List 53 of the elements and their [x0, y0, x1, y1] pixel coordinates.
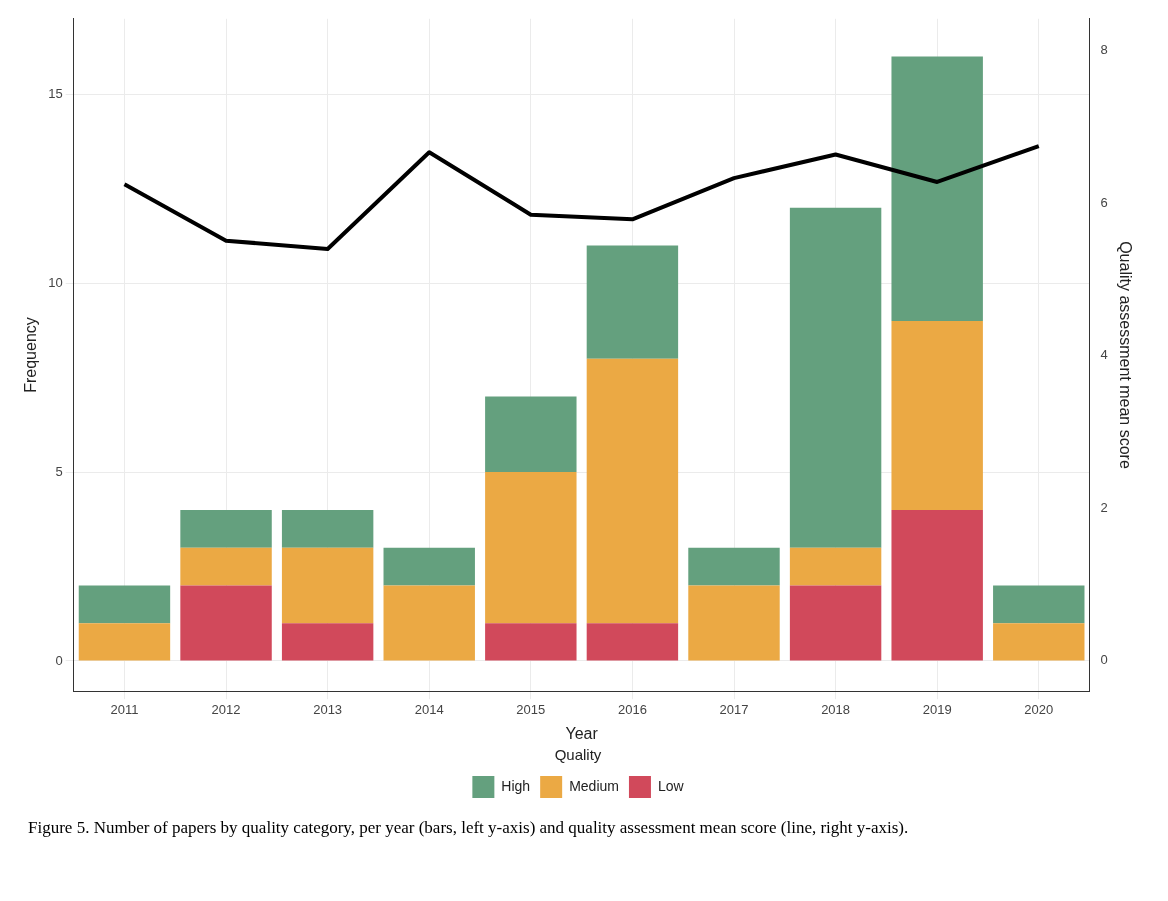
bar	[180, 547, 272, 586]
bar	[383, 547, 475, 586]
bar	[281, 509, 374, 548]
bar	[789, 585, 882, 661]
bar	[789, 207, 882, 548]
x-tick-label: 2017	[719, 701, 749, 717]
bar	[281, 623, 374, 661]
x-tick-label: 2012	[211, 701, 241, 717]
y-tick-label: 5	[55, 463, 63, 479]
x-tick-label: 2015	[516, 701, 546, 717]
x-tick-label: 2016	[617, 701, 647, 717]
y-tick-label: 0	[55, 652, 63, 668]
y2-tick-label: 8	[1100, 42, 1108, 58]
bar	[485, 396, 577, 473]
x-tick-label: 2014	[414, 701, 444, 717]
y2-tick-label: 2	[1100, 499, 1108, 515]
legend-label: Low	[657, 777, 685, 794]
bar	[180, 585, 272, 661]
y2-tick-label: 0	[1100, 652, 1108, 668]
bar	[485, 472, 577, 624]
bar	[78, 585, 171, 624]
legend-label: Medium	[569, 777, 619, 794]
bar	[993, 623, 1085, 661]
x-tick-label: 2013	[313, 701, 343, 717]
bar	[891, 56, 983, 321]
legend-title: Quality	[554, 745, 602, 763]
caption: Figure 5. Number of papers by quality category, per year (bars, left y-axis) and quality assessment mean score (line, right y-axis).	[28, 818, 910, 838]
bar	[688, 585, 780, 661]
bar	[891, 321, 983, 510]
bar	[586, 358, 679, 624]
x-tick-label: 2018	[821, 701, 851, 717]
y-axis-title: Frequency	[22, 317, 40, 393]
bar	[180, 509, 272, 548]
x-axis-title: Year	[565, 724, 599, 742]
y2-tick-label: 4	[1100, 347, 1108, 363]
bar	[586, 623, 679, 661]
y2-axis-title: Quality assessment mean score	[1116, 241, 1134, 469]
y2-tick-label: 6	[1100, 194, 1108, 210]
bar	[383, 585, 475, 661]
bar	[891, 509, 983, 661]
legend-label: High	[501, 777, 531, 794]
bar	[688, 547, 780, 586]
bar	[993, 585, 1085, 624]
bar	[78, 623, 171, 661]
x-tick-label: 2011	[110, 701, 139, 717]
bar	[789, 547, 882, 586]
x-tick-label: 2019	[922, 701, 952, 717]
y-tick-label: 10	[48, 274, 63, 290]
y-tick-label: 15	[48, 85, 63, 101]
x-tick-label: 2020	[1024, 701, 1054, 717]
bar	[586, 245, 679, 359]
bar	[485, 623, 577, 661]
bar	[281, 547, 374, 624]
